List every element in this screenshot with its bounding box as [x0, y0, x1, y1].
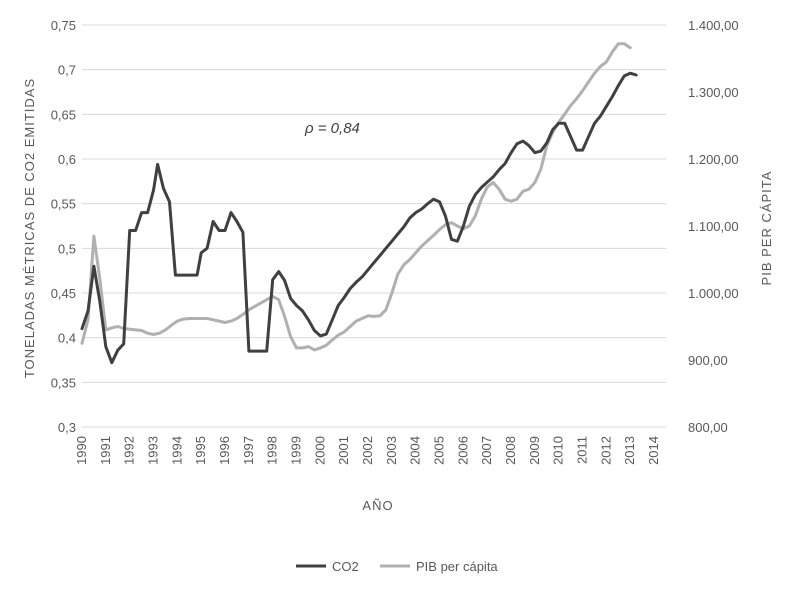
x-tick-label: 1999: [289, 436, 304, 465]
x-tick-label: 2000: [312, 436, 327, 465]
left-tick-label: 0,45: [51, 286, 76, 301]
series-line-co2: [80, 71, 638, 365]
left-tick-label: 0,35: [51, 375, 76, 390]
series-line-pib: [80, 42, 632, 352]
right-tick-label: 1.400,00: [688, 18, 739, 33]
x-tick-label: 1997: [241, 436, 256, 465]
x-tick-label: 2010: [551, 436, 566, 465]
left-tick-label: 0,5: [58, 241, 76, 256]
right-axis-title: PIB PER CÁPITA: [759, 171, 774, 286]
x-tick-label: 2004: [408, 436, 423, 465]
x-tick-label: 1994: [169, 436, 184, 465]
x-axis-ticks: 1990 1991 1992 1993 1994 1995 1996 1997 1998 1999…: [74, 436, 661, 465]
left-axis-title: TONELADAS MÉTRICAS DE CO2 EMITIDAS: [22, 78, 37, 378]
left-tick-label: 0,3: [58, 420, 76, 435]
right-tick-label: 1.100,00: [688, 219, 739, 234]
gridlines: [82, 24, 666, 428]
legend-label-co2: CO2: [332, 559, 359, 574]
x-tick-label: 1996: [217, 436, 232, 465]
x-tick-label: 2006: [455, 436, 470, 465]
x-tick-label: 2005: [432, 436, 447, 465]
legend: CO2 PIB per cápita: [296, 559, 498, 574]
legend-label-pib: PIB per cápita: [416, 559, 498, 574]
x-tick-label: 2003: [384, 436, 399, 465]
right-tick-label: 1.200,00: [688, 152, 739, 167]
x-tick-label: 2011: [575, 436, 590, 464]
right-axis-ticks: 800,00 900,00 1.000,00 1.100,00 1.200,00 1.30…: [688, 18, 739, 435]
right-tick-label: 800,00: [688, 420, 728, 435]
x-tick-label: 2012: [598, 436, 613, 465]
x-tick-label: 2001: [336, 436, 351, 465]
x-tick-label: 2007: [479, 436, 494, 465]
x-tick-label: 2009: [527, 436, 542, 465]
left-tick-label: 0,55: [51, 197, 76, 212]
x-tick-label: 1990: [74, 436, 89, 465]
x-tick-label: 1995: [193, 436, 208, 465]
x-tick-label: 2014: [646, 436, 661, 465]
x-tick-label: 1998: [265, 436, 280, 465]
x-axis-title: AÑO: [362, 498, 393, 513]
left-tick-label: 0,75: [51, 18, 76, 33]
x-tick-label: 1993: [146, 436, 161, 465]
x-tick-label: 2013: [622, 436, 637, 465]
left-tick-label: 0,7: [58, 63, 76, 78]
right-tick-label: 1.300,00: [688, 85, 739, 100]
x-tick-label: 1992: [122, 436, 137, 465]
right-tick-label: 900,00: [688, 353, 728, 368]
x-tick-label: 2002: [360, 436, 375, 465]
left-tick-label: 0,4: [58, 331, 76, 346]
x-tick-label: 2008: [503, 436, 518, 465]
x-tick-label: 1991: [98, 436, 113, 465]
left-axis-ticks: 0,3 0,35 0,4 0,45 0,5 0,55 0,6 0,65 0,7 0,75: [51, 18, 76, 435]
series-lines: [80, 42, 638, 365]
correlation-annotation: ρ = 0,84: [304, 120, 360, 137]
left-tick-label: 0,65: [51, 107, 76, 122]
left-tick-label: 0,6: [58, 152, 76, 167]
right-tick-label: 1.000,00: [688, 286, 739, 301]
